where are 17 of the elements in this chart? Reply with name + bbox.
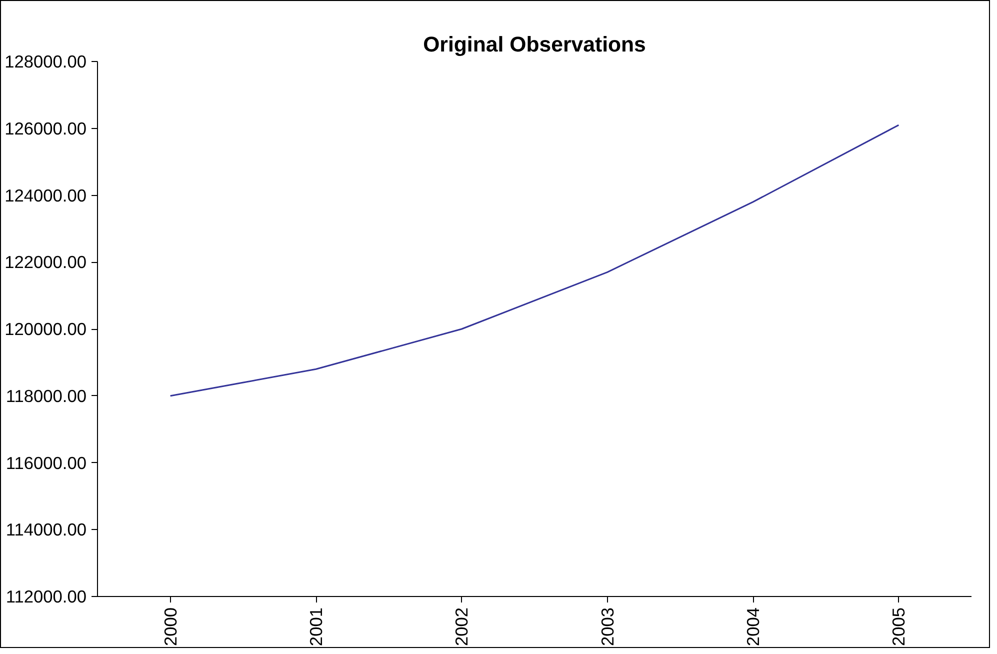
x-tick-label: 2001 [306, 607, 326, 646]
x-tick-label: 2004 [743, 607, 763, 646]
y-tick-label: 112000.00 [6, 586, 86, 606]
x-tick-label: 2005 [888, 607, 909, 646]
y-tick-label: 118000.00 [6, 386, 86, 406]
y-tick-label: 128000.00 [4, 52, 87, 72]
y-tick-label: 116000.00 [6, 452, 86, 473]
line-series [170, 124, 900, 397]
y-tick-label: 114000.00 [6, 520, 86, 540]
y-tick-label: 124000.00 [4, 185, 87, 206]
y-tick-label: 126000.00 [4, 118, 87, 138]
x-tick-label: 2003 [597, 607, 618, 646]
y-tick-label: 122000.00 [4, 252, 87, 272]
chart-title: Original Observations [423, 32, 646, 56]
x-tick-label: 2002 [452, 607, 472, 646]
y-tick-label: 120000.00 [4, 319, 87, 339]
x-tick-label: 2000 [160, 607, 180, 646]
